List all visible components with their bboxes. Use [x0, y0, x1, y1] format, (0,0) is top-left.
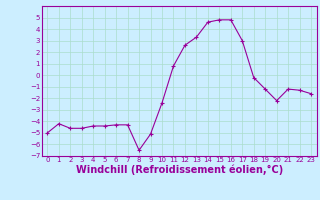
X-axis label: Windchill (Refroidissement éolien,°C): Windchill (Refroidissement éolien,°C) [76, 165, 283, 175]
